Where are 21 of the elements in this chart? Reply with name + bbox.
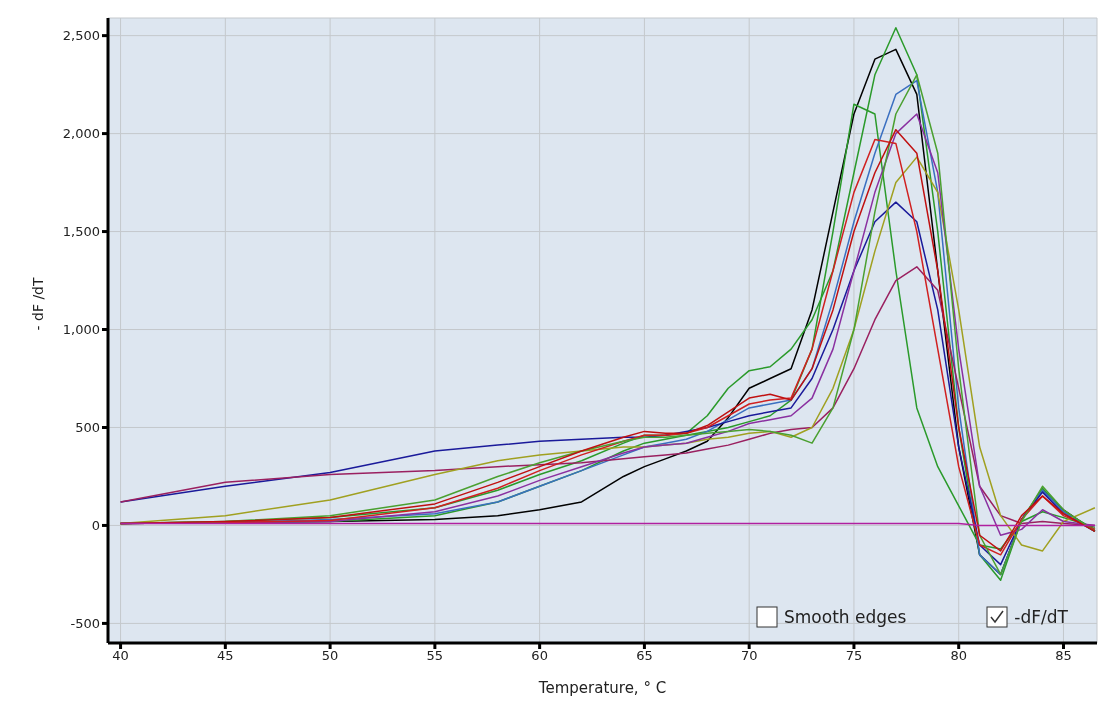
y-tick-label: 0 <box>91 518 100 534</box>
x-tick-label: 85 <box>1055 648 1072 664</box>
x-tick-label: 55 <box>426 648 444 664</box>
y-axis-title: - dF /dT <box>29 277 46 331</box>
x-tick-label: 60 <box>531 648 548 664</box>
x-tick-label: 75 <box>845 648 863 664</box>
y-tick-label: 2,000 <box>62 126 100 142</box>
annotation: -dF/dT <box>1014 607 1068 627</box>
x-tick-label: 50 <box>321 648 339 664</box>
y-tick-label: 1,500 <box>62 224 100 240</box>
x-tick-label: 40 <box>112 648 129 664</box>
y-tick-label: -500 <box>70 616 100 632</box>
x-tick-label: 45 <box>217 648 234 664</box>
y-tick-label: 2,500 <box>62 28 100 44</box>
x-tick-label: 65 <box>636 648 653 664</box>
annotation: Smooth edges <box>784 607 907 627</box>
y-tick-label: 1,000 <box>62 322 100 338</box>
x-tick-label: 70 <box>740 648 758 664</box>
x-tick-label: 80 <box>950 648 967 664</box>
y-tick-label: 500 <box>75 420 100 436</box>
x-axis-title: Temperature, ° C <box>537 679 667 697</box>
